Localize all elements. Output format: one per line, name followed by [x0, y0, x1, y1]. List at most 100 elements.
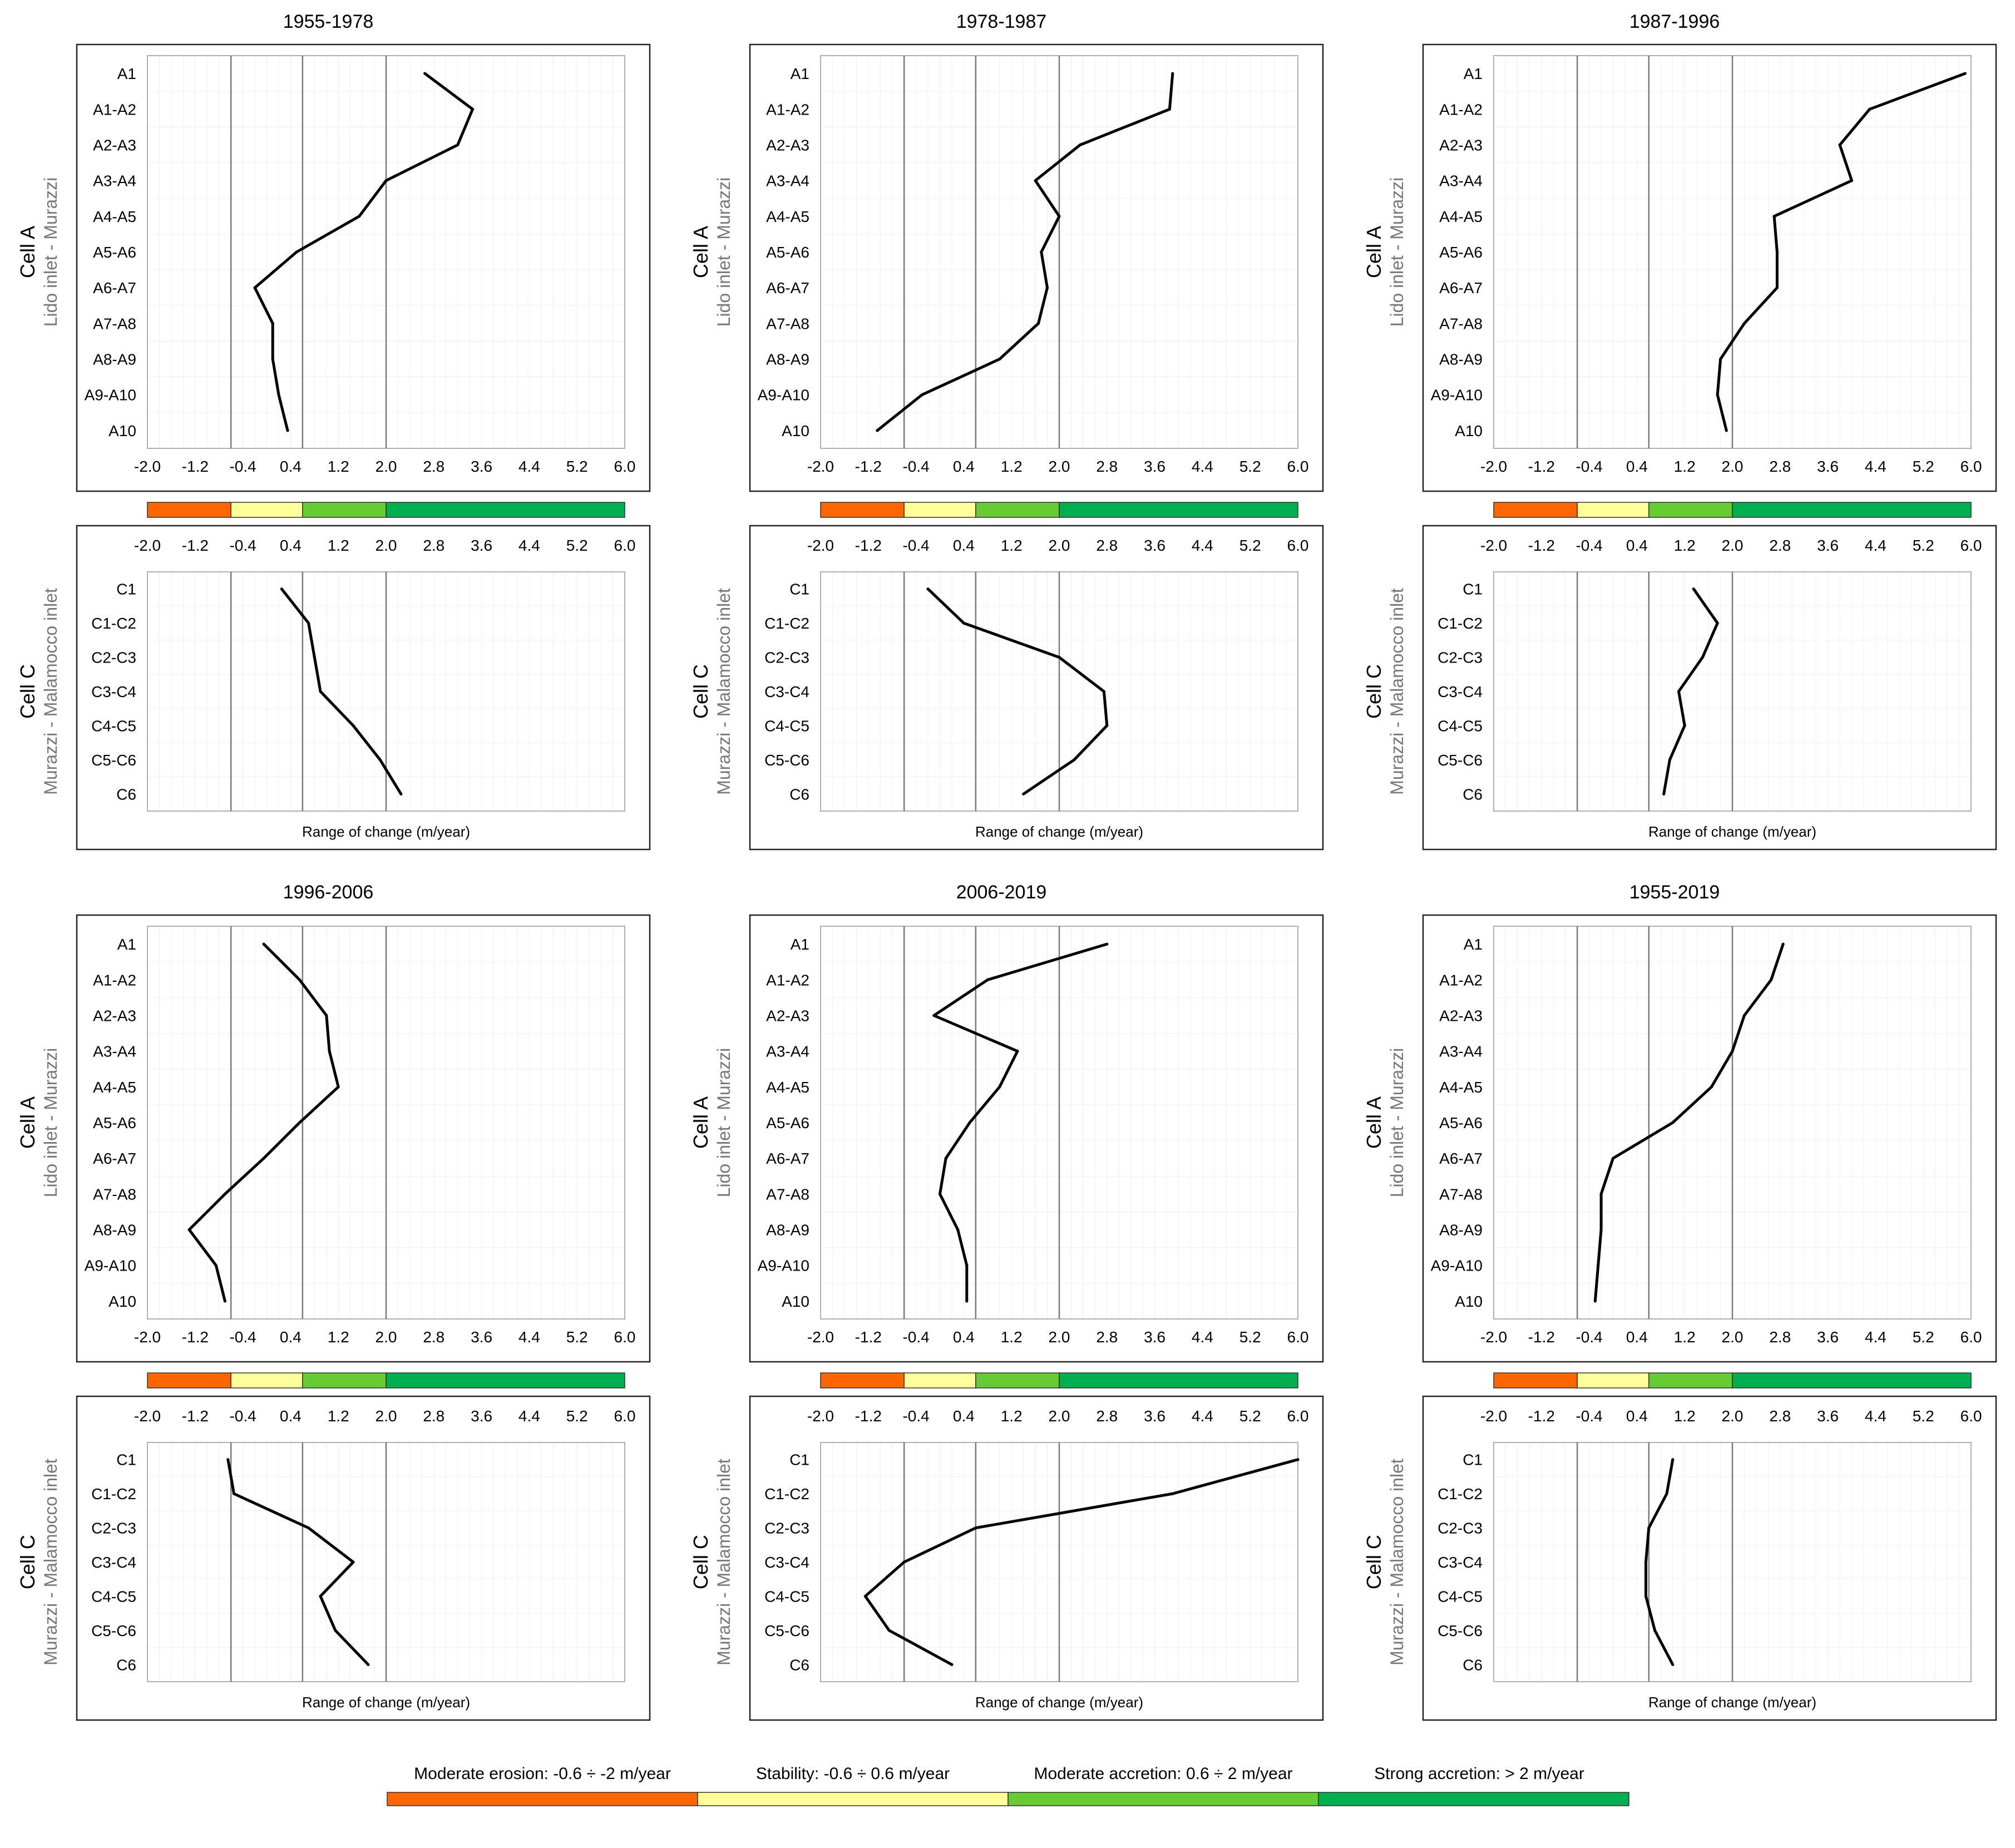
category-label: C1-C2 — [1438, 615, 1483, 632]
data-point — [956, 1228, 960, 1232]
data-point — [876, 429, 879, 432]
category-label: C6 — [116, 1656, 136, 1673]
x-tick-label: 2.0 — [376, 1328, 397, 1346]
category-label: A8-A9 — [93, 351, 136, 368]
x-tick-label: 5.2 — [566, 537, 588, 554]
x-tick-label: 3.6 — [471, 537, 492, 554]
x-tick-label: 0.4 — [1626, 1328, 1648, 1346]
data-point — [887, 1629, 891, 1632]
category-label: A10 — [1455, 422, 1483, 439]
data-point — [1611, 1157, 1615, 1160]
x-axis-label: Range of change (m/year) — [1648, 823, 1816, 840]
x-tick-label: 4.4 — [1865, 1407, 1886, 1425]
x-tick-label: 1.2 — [1674, 458, 1696, 475]
panel-1987-1996: 1987-1996 A1 A1-A2 A2-A3 A3-A4 A4-A5 A5-A6 A6-A… — [1362, 11, 1997, 851]
category-label: C2-C3 — [1438, 649, 1483, 666]
category-label: A1-A2 — [93, 101, 136, 118]
x-tick-label: 4.4 — [1192, 1328, 1213, 1346]
category-label: A5-A6 — [1439, 244, 1483, 261]
scale-bar-segment — [1493, 502, 1578, 518]
x-tick-label: -1.2 — [855, 458, 882, 475]
category-label: A9-A10 — [85, 1257, 136, 1274]
category-label: C3-C4 — [764, 1554, 809, 1571]
data-point — [384, 179, 388, 182]
x-tick-label: 3.6 — [1817, 1407, 1839, 1425]
data-point — [1593, 1299, 1597, 1303]
x-tick-label: 0.4 — [1626, 1407, 1648, 1425]
x-tick-label: 2.0 — [1722, 1407, 1744, 1425]
x-tick-label: 2.8 — [1769, 458, 1791, 475]
category-label: A6-A7 — [93, 279, 136, 297]
data-point — [1073, 758, 1076, 762]
category-label: C1-C2 — [91, 1485, 136, 1503]
category-label: A7-A8 — [1439, 1185, 1483, 1203]
data-point — [1770, 978, 1773, 981]
data-point — [319, 1594, 322, 1598]
data-point — [307, 1526, 310, 1530]
scale-bar-segment — [386, 502, 625, 518]
category-label: A3-A4 — [93, 1043, 136, 1060]
data-point — [1045, 286, 1049, 289]
category-label: C2-C3 — [91, 1520, 136, 1537]
cell-chart-c: C1 C1-C2 C2-C3 C3-C4 C4-C5 C5-C6 C6 -2.0 -1.2 -0.… — [16, 1395, 651, 1721]
category-label: C1 — [1463, 1451, 1483, 1469]
x-tick-label: 5.2 — [1239, 537, 1261, 554]
category-label: A9-A10 — [85, 387, 136, 404]
data-point — [352, 1560, 355, 1564]
scale-bar-segment — [1648, 1372, 1733, 1389]
chart-frame — [1422, 914, 1997, 1363]
x-tick-label: 1.2 — [328, 1407, 349, 1425]
x-tick-label: 2.8 — [1769, 1407, 1791, 1425]
category-label: C2-C3 — [764, 1520, 809, 1537]
data-point — [1665, 1492, 1668, 1495]
category-label: A4-A5 — [1439, 208, 1483, 225]
category-label: C2-C3 — [764, 649, 809, 666]
x-tick-label: -0.4 — [1576, 1328, 1602, 1346]
data-point — [998, 357, 1001, 361]
x-tick-label: 4.4 — [1865, 537, 1886, 554]
data-point — [1662, 792, 1666, 795]
data-point — [998, 1085, 1001, 1089]
scale-bar-segment — [147, 502, 231, 518]
data-point — [232, 1492, 236, 1495]
category-label: C6 — [1463, 1656, 1483, 1673]
x-tick-label: 2.8 — [1096, 458, 1118, 475]
category-label: C1 — [789, 1451, 809, 1469]
x-tick-label: -0.4 — [1576, 537, 1602, 554]
category-label: A4-A5 — [93, 1079, 136, 1096]
scale-bar-segment — [302, 502, 387, 518]
x-tick-label: -2.0 — [134, 1407, 161, 1425]
category-label: C2-C3 — [1438, 1520, 1483, 1537]
scale-bar-segment — [1493, 1372, 1578, 1389]
data-point — [1716, 621, 1719, 625]
category-label: A4-A5 — [766, 1079, 809, 1096]
x-tick-label: 1.2 — [1674, 537, 1696, 554]
category-label: A10 — [782, 422, 809, 439]
cell-label: Cell A — [1362, 226, 1385, 278]
data-point — [1036, 322, 1040, 325]
x-tick-label: 6.0 — [1287, 1328, 1309, 1346]
x-tick-label: 5.2 — [566, 1407, 588, 1425]
scale-bar-segment — [1648, 502, 1733, 518]
x-tick-label: 2.0 — [1722, 458, 1744, 475]
category-label: C3-C4 — [1438, 1554, 1483, 1571]
panel-1955-2019: 1955-2019 A1 A1-A2 A2-A3 A3-A4 A4-A5 A5-A6 A6-A… — [1362, 882, 1997, 1721]
x-tick-label: -0.4 — [902, 537, 929, 554]
x-tick-label: -2.0 — [134, 458, 161, 475]
category-label: A10 — [108, 422, 136, 439]
data-point — [1668, 758, 1671, 762]
data-point — [1644, 1594, 1648, 1598]
data-point — [1775, 286, 1779, 289]
x-tick-label: 3.6 — [1144, 1328, 1165, 1346]
data-point — [423, 72, 427, 75]
x-tick-label: 1.2 — [328, 1328, 349, 1346]
data-point — [1105, 724, 1109, 728]
data-point — [932, 1014, 936, 1017]
data-point — [1171, 72, 1174, 75]
data-point — [253, 286, 256, 289]
data-point — [1963, 72, 1967, 75]
legend-label: Strong accretion: > 2 m/year — [1374, 1765, 1584, 1783]
data-point — [962, 621, 965, 625]
x-tick-label: 2.8 — [1769, 537, 1791, 554]
